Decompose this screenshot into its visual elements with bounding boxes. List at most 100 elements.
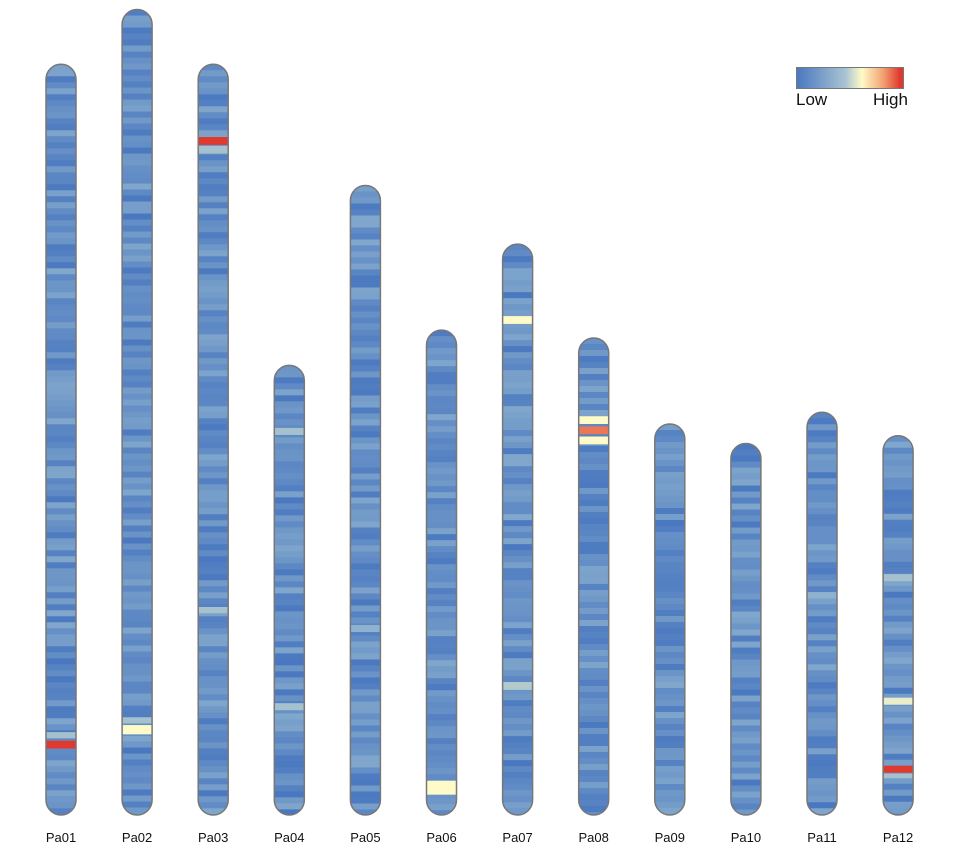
density-stripe [122,537,153,545]
density-stripe [578,463,609,471]
density-stripe [122,69,153,77]
density-stripe [46,706,76,713]
density-stripe [122,201,153,209]
chromosome-pa01 [45,63,77,816]
density-stripe [274,407,305,414]
density-stripe [807,784,837,791]
density-stripe [198,802,229,809]
density-stripe [426,444,457,451]
density-stripe [654,622,685,629]
density-stripe [122,387,153,395]
density-stripe [274,389,305,396]
density-stripe [654,466,685,473]
density-stripe [883,549,914,557]
density-stripe [578,373,609,381]
density-stripe [502,490,533,497]
density-stripe [578,751,609,759]
density-stripe [654,514,685,521]
density-stripe [350,491,381,498]
density-stripe [730,641,761,649]
density-stripe [502,706,533,713]
density-stripe [198,316,229,323]
density-stripe [122,675,153,683]
density-stripe [274,599,305,606]
legend-high-label: High [873,90,908,109]
density-stripe [274,557,305,564]
chromosome-outline [349,184,382,816]
density-stripe [46,160,76,167]
density-stripe [654,688,685,695]
density-stripe [654,604,685,611]
density-stripe [350,719,381,726]
density-stripe [730,689,761,697]
density-stripe [883,747,914,755]
hotspot-band [46,732,76,739]
density-stripe [198,706,229,713]
density-stripe [274,413,305,420]
density-stripe [198,394,229,401]
density-stripe [578,553,609,561]
density-stripe [198,172,229,179]
density-stripe [502,424,533,431]
density-stripe [426,372,457,379]
density-stripe [198,556,229,563]
density-stripe [350,635,381,642]
density-stripe [426,456,457,463]
density-stripe [426,582,457,589]
density-stripe [198,658,229,665]
density-stripe [730,671,761,679]
density-stripe [426,624,457,631]
density-stripe [883,675,914,683]
density-stripe [730,731,761,739]
density-stripe [578,685,609,693]
density-stripe [730,785,761,793]
density-stripe [350,695,381,702]
density-stripe [426,552,457,559]
density-stripe [122,153,153,161]
density-stripe [578,697,609,705]
density-stripe [807,634,837,641]
density-stripe [502,514,533,521]
density-stripe [198,520,229,527]
density-stripe [654,424,685,431]
density-stripe [198,364,229,371]
density-stripe [198,340,229,347]
density-stripe [502,292,533,299]
density-stripe [46,460,76,467]
density-stripe [426,588,457,595]
density-stripe [122,429,153,437]
density-stripe [198,784,229,791]
density-stripe [883,621,914,629]
density-stripe [46,244,76,251]
density-stripe [274,365,305,372]
density-stripe [883,531,914,539]
density-stripe [426,396,457,403]
density-stripe [426,336,457,343]
density-stripe [122,645,153,653]
hotspot-band [502,682,533,690]
density-stripe [883,615,914,623]
density-stripe [274,767,305,774]
density-stripe [122,777,153,785]
density-stripe [274,695,305,702]
density-stripe [426,654,457,661]
density-stripe [350,341,381,348]
density-stripe [274,419,305,426]
density-stripe [122,741,153,749]
density-stripe [654,484,685,491]
density-stripe [730,737,761,745]
density-stripe [578,781,609,789]
density-stripe [654,712,685,719]
density-stripe [122,669,153,677]
density-stripe [426,498,457,505]
density-stripe [807,700,837,707]
density-stripe [654,754,685,761]
density-stripe [198,430,229,437]
hotspot-band [807,592,837,599]
density-stripe [807,460,837,467]
density-stripe [122,807,153,815]
density-stripe [122,345,153,353]
density-stripe [883,753,914,761]
density-stripe [502,622,533,629]
density-stripe [274,515,305,522]
